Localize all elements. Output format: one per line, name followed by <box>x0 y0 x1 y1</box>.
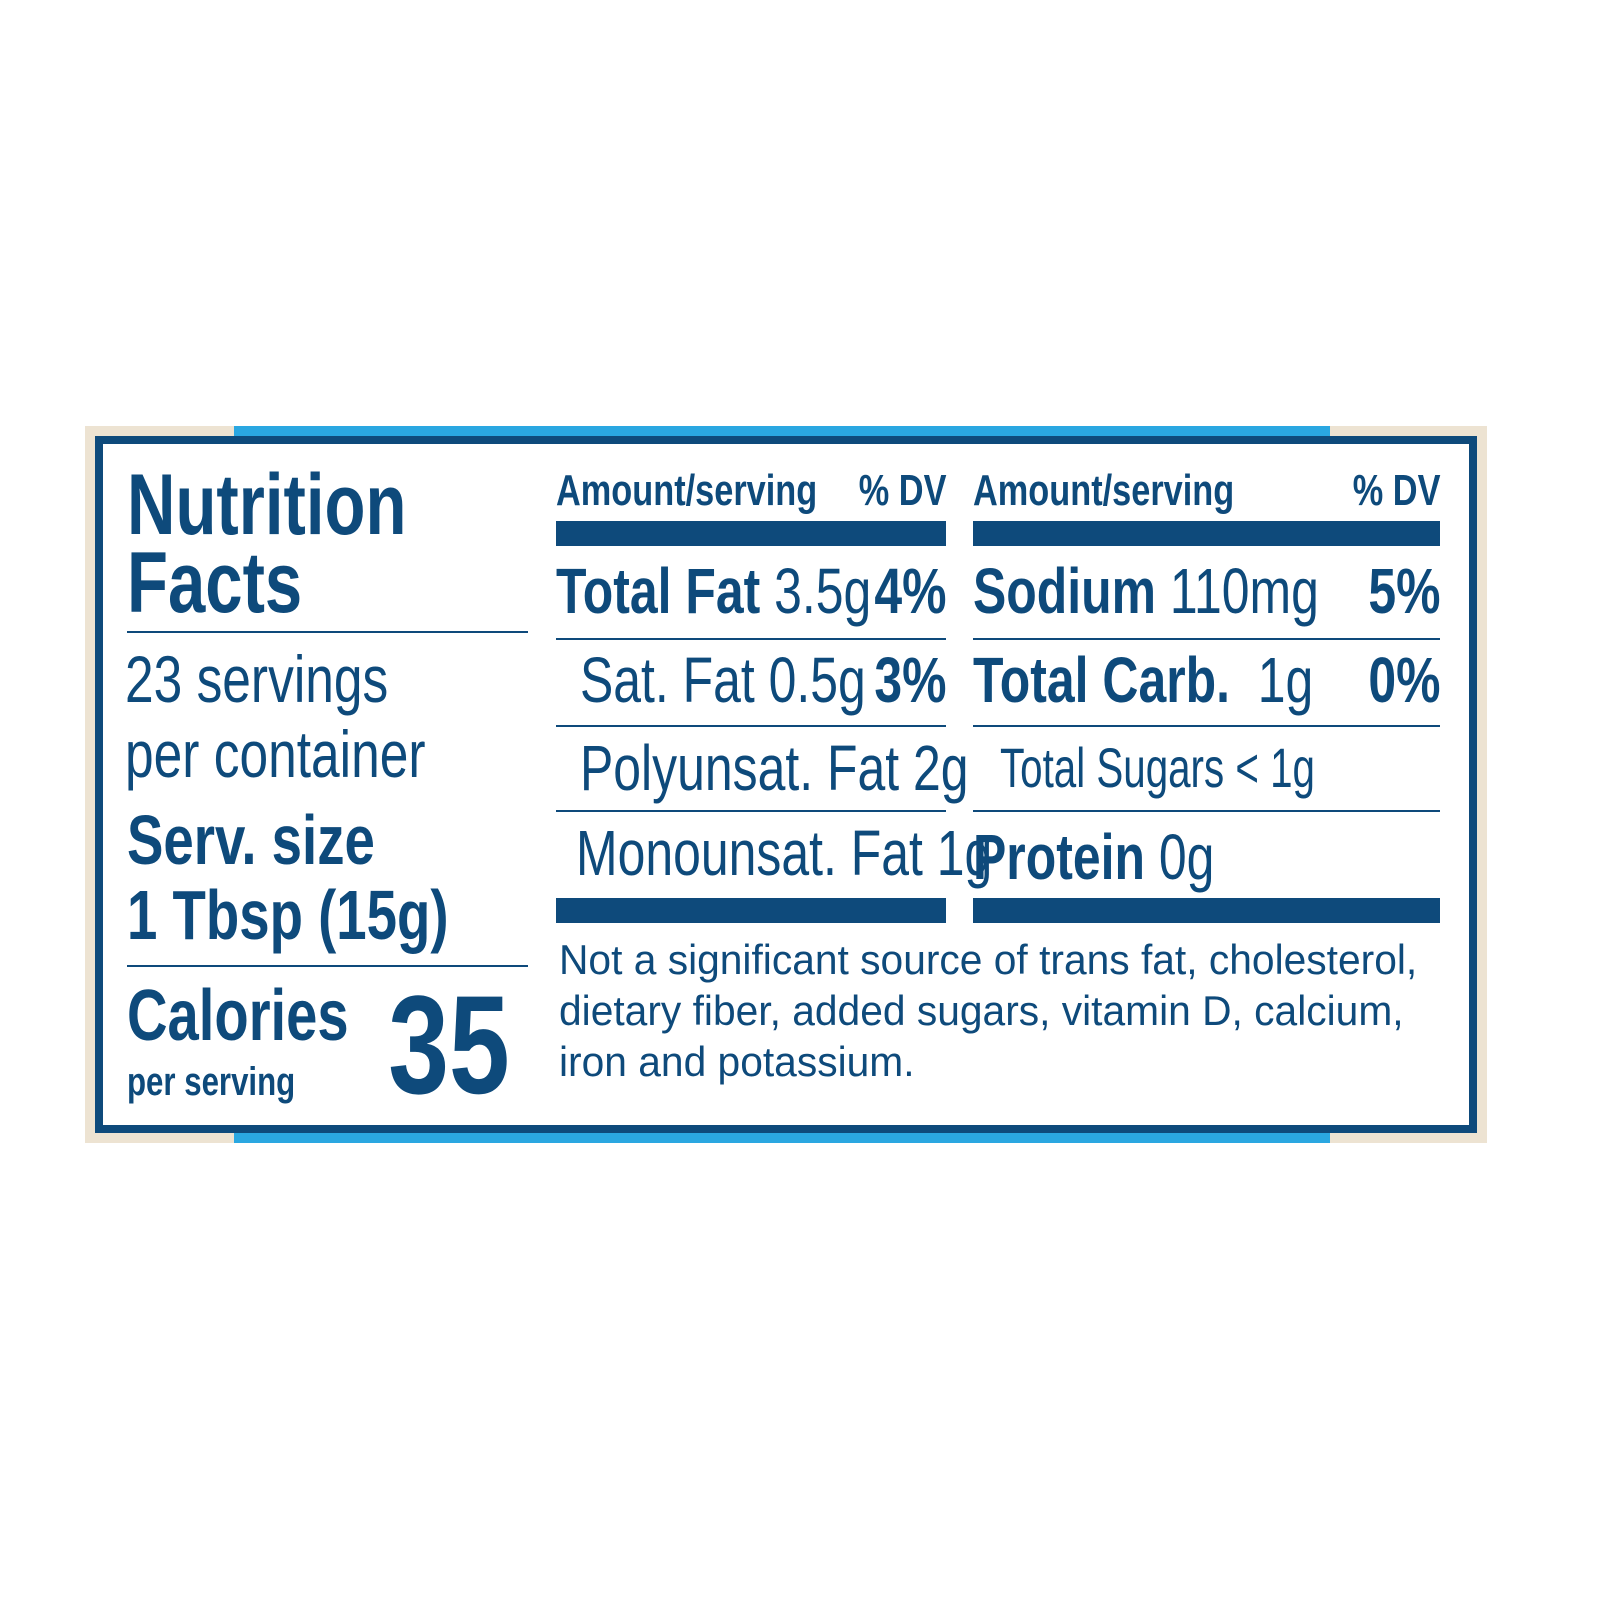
nutrient-dv: 4% <box>873 555 946 627</box>
calories-label: Calories <box>127 976 349 1056</box>
nutrient-row-polyunsat-fat: Polyunsat. Fat 2g <box>580 732 969 804</box>
row-divider <box>973 638 1440 640</box>
row-divider <box>556 810 946 812</box>
serving-size-value: 1 Tbsp (15g) <box>127 876 449 954</box>
right-header-amount: Amount/serving <box>973 466 1235 515</box>
nutrient-amount: 0g <box>1158 821 1215 893</box>
header-bar <box>973 521 1440 546</box>
footer-bar <box>556 898 946 923</box>
servings-line2: per container <box>125 717 426 791</box>
row-divider <box>556 638 946 640</box>
title-line1: Nutrition <box>127 457 407 553</box>
nutrient-name: Protein <box>973 821 1145 893</box>
divider <box>127 631 528 633</box>
nutrient-row-sat-fat: Sat. Fat 0.5g <box>580 644 866 716</box>
row-divider <box>973 725 1440 727</box>
footnote-line: iron and potassium. <box>559 1038 915 1085</box>
nutrient-name: Sodium <box>973 555 1157 627</box>
nutrient-amount: 110mg <box>1169 555 1319 627</box>
nutrient-dv: 5% <box>1367 555 1440 627</box>
row-divider <box>973 810 1440 812</box>
left-header-amount: Amount/serving <box>556 466 818 515</box>
nutrient-row-monounsat-fat: Monounsat. Fat 1g <box>576 817 993 889</box>
right-header-dv: % DV <box>1352 466 1440 515</box>
footnote-line: dietary fiber, added sugars, vitamin D, … <box>559 987 1404 1034</box>
nutrition-facts-panel <box>95 436 1477 1133</box>
nutrient-dv: 0% <box>1367 644 1440 716</box>
calories-value: 35 <box>388 966 510 1123</box>
header-bar <box>556 521 946 546</box>
servings-line1: 23 servings <box>125 642 389 716</box>
serving-size-label: Serv. size <box>127 801 375 879</box>
nutrient-amount: 1g <box>1257 644 1314 716</box>
nutrient-amount: 3.5g <box>774 555 872 627</box>
nutrient-row-total-carb: Total Carb. 1g <box>973 645 1313 715</box>
nutrient-row-sodium: Sodium 110mg <box>973 556 1319 626</box>
nutrient-row-protein: Protein 0g <box>973 822 1214 892</box>
nutrient-name: Total Carb. <box>973 644 1231 716</box>
top-accent-strip <box>234 426 1330 438</box>
nutrient-row-total-sugars: Total Sugars < 1g <box>1000 736 1315 799</box>
divider <box>127 965 528 967</box>
nutrient-name: Total Fat <box>556 555 761 627</box>
nutrient-row-total-fat: Total Fat 3.5g <box>556 556 871 626</box>
footnote-line: Not a significant source of trans fat, c… <box>559 936 1418 983</box>
left-header-dv: % DV <box>858 466 946 515</box>
title-line2: Facts <box>127 535 303 631</box>
footer-bar <box>973 898 1440 923</box>
row-divider <box>556 725 946 727</box>
calories-per-serving: per serving <box>127 1060 296 1104</box>
nutrient-dv: 3% <box>873 644 946 716</box>
bottom-accent-strip <box>234 1131 1330 1143</box>
footnote: Not a significant source of trans fat, c… <box>559 934 1417 1087</box>
